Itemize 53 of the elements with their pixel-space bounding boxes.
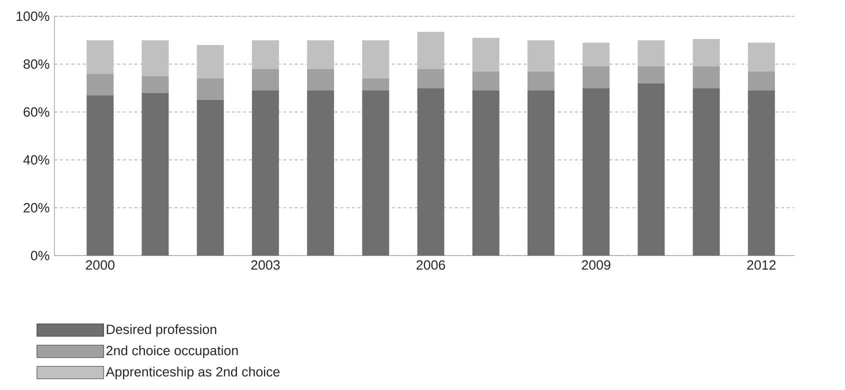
legend-label: Desired profession xyxy=(106,324,216,337)
y-tick-label: 20% xyxy=(24,203,50,213)
y-tick-label: 100% xyxy=(16,12,50,22)
bar xyxy=(86,40,114,74)
legend-label: Apprenticeship as 2nd choice xyxy=(106,366,280,380)
x-tick-label: 2000 xyxy=(86,260,114,270)
bar xyxy=(196,45,224,79)
bar xyxy=(307,69,334,91)
y-tick-label: 40% xyxy=(23,155,50,165)
bar xyxy=(86,95,114,256)
bar xyxy=(362,40,390,79)
bar xyxy=(472,90,500,256)
bar xyxy=(582,42,610,67)
bar xyxy=(86,74,114,96)
bar xyxy=(692,66,720,88)
bar xyxy=(692,88,720,256)
x-tick-label: 2003 xyxy=(251,260,280,270)
bar xyxy=(252,90,279,256)
bar xyxy=(748,90,775,256)
y-tick-label: 0% xyxy=(30,251,50,261)
y-tick-label: 80% xyxy=(24,60,50,70)
bar xyxy=(748,71,775,91)
bar xyxy=(142,93,169,256)
legend-label: 2nd choice occupation xyxy=(106,346,238,358)
bar xyxy=(417,32,444,70)
bar xyxy=(748,42,775,72)
bar xyxy=(472,71,500,91)
bar xyxy=(196,78,224,100)
bar xyxy=(582,66,610,88)
bar xyxy=(527,40,554,72)
bar xyxy=(527,71,554,91)
bar xyxy=(638,66,665,84)
bar xyxy=(527,90,554,256)
bar xyxy=(252,40,279,70)
bar xyxy=(472,38,500,72)
bar xyxy=(252,69,279,91)
bar xyxy=(362,78,390,91)
bar xyxy=(142,76,169,94)
x-tick-label: 2006 xyxy=(416,260,446,270)
bar xyxy=(142,40,169,76)
bar xyxy=(692,39,720,67)
bar xyxy=(196,100,224,256)
bar xyxy=(307,90,334,256)
x-tick-label: 2012 xyxy=(747,260,776,270)
bar xyxy=(582,88,610,256)
bar xyxy=(417,88,444,256)
bar xyxy=(417,69,444,88)
bar xyxy=(638,40,665,67)
x-tick-label: 2009 xyxy=(582,260,610,270)
bar xyxy=(307,40,334,70)
bar xyxy=(638,83,665,256)
y-tick-label: 60% xyxy=(24,107,50,117)
bar xyxy=(362,90,390,256)
